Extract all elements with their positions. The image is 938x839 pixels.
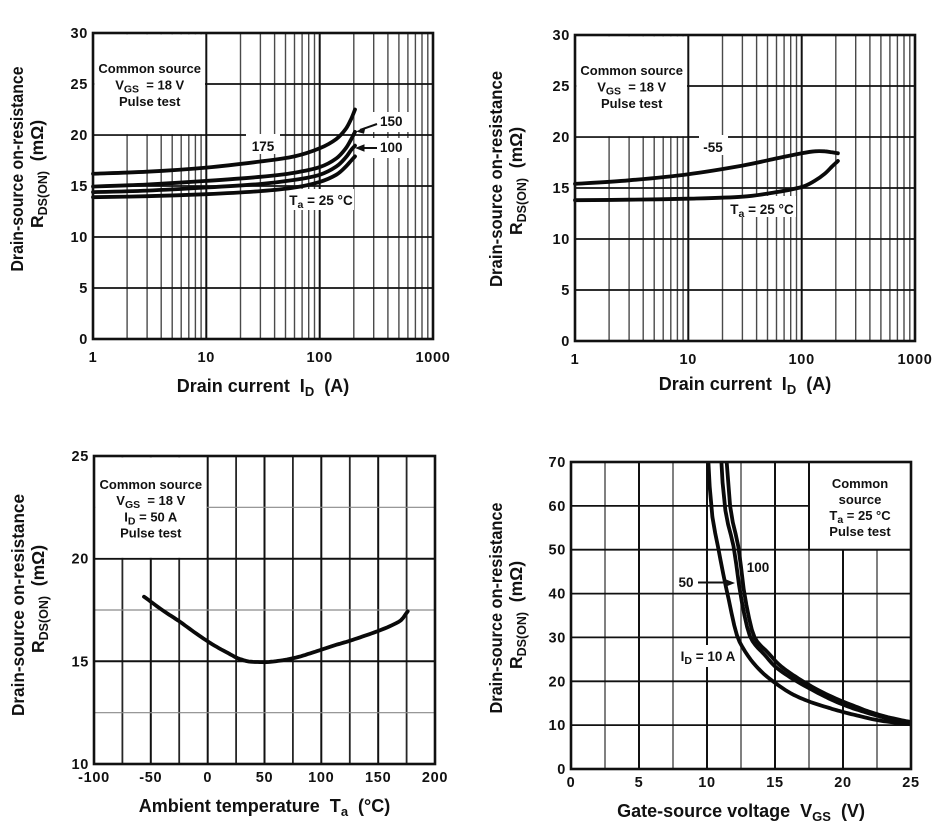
svg-text:5: 5 — [79, 281, 88, 297]
svg-text:Common source: Common source — [580, 63, 683, 78]
svg-text:50: 50 — [678, 575, 693, 590]
svg-text:15: 15 — [71, 654, 89, 670]
svg-text:Drain-source on-resistance: Drain-source on-resistance — [486, 502, 506, 713]
svg-text:1: 1 — [571, 352, 580, 368]
svg-text:10: 10 — [70, 230, 88, 246]
svg-text:150: 150 — [380, 114, 403, 129]
svg-text:20: 20 — [70, 128, 88, 144]
svg-text:Drain-source on-resistance: Drain-source on-resistance — [486, 71, 506, 287]
svg-text:Pulse test: Pulse test — [601, 96, 663, 111]
svg-text:50: 50 — [256, 770, 274, 786]
svg-text:40: 40 — [548, 587, 566, 603]
svg-text:VGS = 18 V: VGS = 18 V — [115, 78, 184, 96]
svg-text:30: 30 — [552, 28, 570, 44]
svg-text:source: source — [839, 492, 882, 507]
svg-text:Drain-source on-resistance: Drain-source on-resistance — [8, 494, 28, 716]
svg-text:1: 1 — [89, 350, 98, 366]
svg-text:25: 25 — [71, 449, 89, 465]
svg-text:Common source: Common source — [100, 477, 203, 492]
svg-text:0: 0 — [561, 334, 570, 350]
svg-text:Pulse test: Pulse test — [120, 526, 182, 541]
svg-text:Drain current ID (A): Drain current ID (A) — [659, 374, 831, 397]
svg-text:60: 60 — [548, 499, 566, 515]
svg-text:100: 100 — [380, 140, 403, 155]
svg-text:5: 5 — [561, 283, 570, 299]
svg-text:20: 20 — [71, 552, 89, 568]
svg-text:Common source: Common source — [98, 61, 201, 76]
svg-text:15: 15 — [70, 179, 88, 195]
svg-text:10: 10 — [548, 718, 566, 734]
svg-text:-50: -50 — [139, 770, 162, 786]
svg-text:100: 100 — [789, 352, 815, 368]
svg-text:100: 100 — [747, 560, 770, 575]
svg-text:50: 50 — [548, 543, 566, 559]
svg-text:ID = 50 A: ID = 50 A — [124, 509, 178, 527]
svg-text:10: 10 — [680, 352, 698, 368]
svg-text:Ta = 25 °C: Ta = 25 °C — [730, 202, 794, 220]
svg-text:20: 20 — [552, 130, 570, 146]
svg-text:1000: 1000 — [897, 352, 932, 368]
svg-text:Ta = 25 °C: Ta = 25 °C — [829, 508, 891, 526]
svg-text:Drain current ID (A): Drain current ID (A) — [177, 376, 349, 399]
svg-text:10: 10 — [698, 775, 716, 791]
svg-text:10: 10 — [552, 232, 570, 248]
svg-text:0: 0 — [203, 770, 212, 786]
svg-text:0: 0 — [567, 775, 576, 791]
svg-text:1000: 1000 — [415, 350, 450, 366]
svg-text:25: 25 — [70, 77, 88, 93]
svg-text:0: 0 — [79, 332, 88, 348]
svg-text:Gate-source voltage VGS (V): Gate-source voltage VGS (V) — [617, 801, 865, 824]
svg-text:0: 0 — [557, 762, 566, 778]
svg-text:Ambient temperature Ta (°C): Ambient temperature Ta (°C) — [139, 796, 390, 819]
svg-text:15: 15 — [552, 181, 570, 197]
svg-text:Pulse test: Pulse test — [829, 524, 891, 539]
svg-text:175: 175 — [252, 139, 275, 154]
svg-text:Common: Common — [832, 476, 888, 491]
svg-text:10: 10 — [71, 757, 89, 773]
svg-text:25: 25 — [552, 79, 570, 95]
svg-text:Drain-source on-resistance: Drain-source on-resistance — [7, 66, 27, 271]
svg-text:Ta = 25 °C: Ta = 25 °C — [289, 193, 353, 211]
svg-text:20: 20 — [834, 775, 852, 791]
svg-text:15: 15 — [766, 775, 784, 791]
svg-text:5: 5 — [635, 775, 644, 791]
svg-text:200: 200 — [422, 770, 448, 786]
svg-text:25: 25 — [902, 775, 920, 791]
svg-text:20: 20 — [548, 674, 566, 690]
svg-text:70: 70 — [548, 455, 566, 471]
svg-text:-55: -55 — [703, 140, 723, 155]
svg-text:100: 100 — [308, 770, 334, 786]
svg-text:30: 30 — [70, 26, 88, 42]
svg-text:-100: -100 — [78, 770, 110, 786]
svg-text:150: 150 — [365, 770, 391, 786]
svg-text:ID = 10 A: ID = 10 A — [681, 649, 736, 667]
svg-text:100: 100 — [307, 350, 333, 366]
svg-text:30: 30 — [548, 630, 566, 646]
svg-text:10: 10 — [198, 350, 216, 366]
svg-text:Pulse test: Pulse test — [119, 94, 181, 109]
